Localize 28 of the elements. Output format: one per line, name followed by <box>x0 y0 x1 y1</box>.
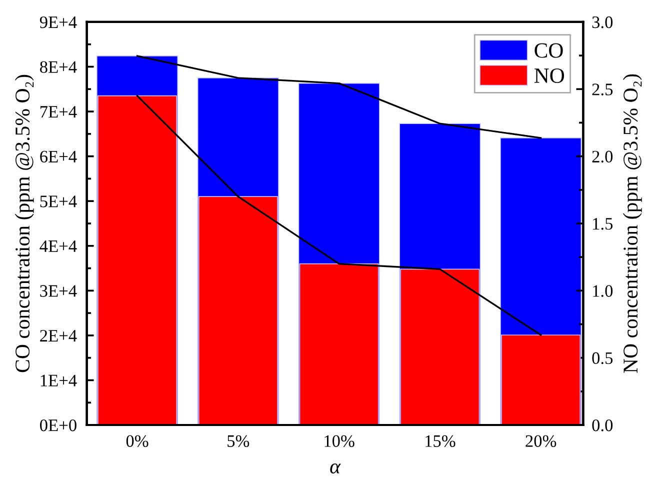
x-tick-label: 5% <box>228 435 250 448</box>
y2-tick-label: 0.0 <box>592 419 613 432</box>
y-tick-label: 2E+4 <box>40 330 77 342</box>
y-axis-title: CO concentration (ppm @3.5% O₂) <box>14 74 34 372</box>
y2-tick-label: 3.0 <box>592 16 613 28</box>
line-series <box>136 94 542 336</box>
y-tick-label: 9E+4 <box>40 16 77 28</box>
y-tick-label: 7E+4 <box>40 106 77 118</box>
y2-tick-label: 2.0 <box>592 150 613 163</box>
y-tick-label: 5E+4 <box>40 196 77 208</box>
legend-label: NO <box>534 68 564 83</box>
y-tick-label: 8E+4 <box>40 61 77 73</box>
x-tick-label: 20% <box>526 435 556 448</box>
y-tick-label: 0E+0 <box>40 419 76 432</box>
y2-tick-label: 0.5 <box>592 352 613 364</box>
y-tick-label: 3E+4 <box>40 285 77 297</box>
y2-tick-label: 1.0 <box>593 285 613 297</box>
y2-tick-label: 2.5 <box>592 84 613 96</box>
y2-axis-title: NO concentration (ppm @3.5% O₂) <box>622 74 642 373</box>
y-tick-label: 6E+4 <box>40 150 77 162</box>
x-tick-label: 15% <box>426 435 456 448</box>
x-tick-label: 10% <box>324 435 354 448</box>
y2-tick-label: 1.5 <box>593 218 613 230</box>
x-tick-label: 0% <box>126 435 148 448</box>
y-tick-label: 1E+4 <box>40 374 77 386</box>
legend-label: CO <box>534 43 563 58</box>
x-axis-title: α <box>330 463 341 474</box>
y-tick-label: 4E+4 <box>40 240 77 252</box>
